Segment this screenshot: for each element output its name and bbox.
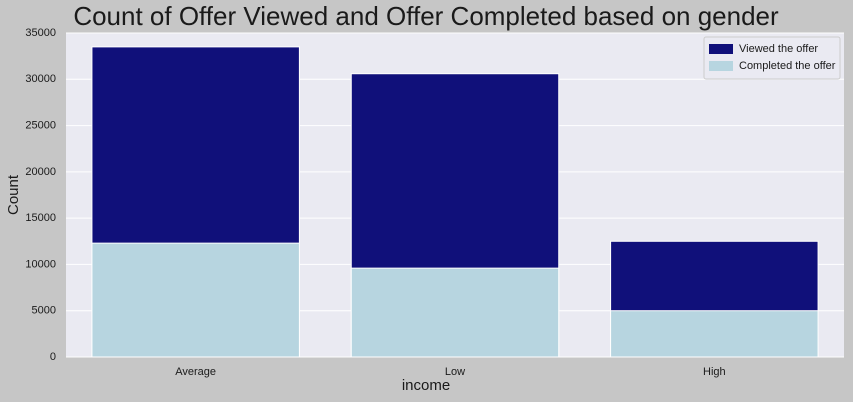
y-tick-label: 35000 — [25, 27, 56, 39]
legend-swatch — [709, 44, 733, 54]
y-tick-label: 15000 — [25, 212, 56, 224]
y-axis-label: Count — [5, 174, 22, 215]
legend-box — [703, 36, 841, 80]
bar — [350, 267, 560, 358]
chart-title: Count of Offer Viewed and Offer Complete… — [73, 1, 779, 31]
y-tick-label: 25000 — [25, 119, 56, 131]
x-tick-label: Low — [445, 366, 465, 378]
y-tick-label: 30000 — [25, 73, 56, 85]
legend-swatch — [709, 61, 733, 71]
x-tick-label: High — [703, 366, 726, 378]
bar — [610, 310, 819, 358]
y-tick-label: 20000 — [25, 166, 56, 178]
bar — [91, 242, 300, 358]
y-tick-label: 5000 — [32, 305, 56, 317]
y-tick-label: 10000 — [25, 258, 56, 270]
legend-label: Viewed the offer — [739, 43, 818, 55]
x-axis-label: income — [402, 377, 450, 394]
x-tick-label: Average — [175, 366, 216, 378]
y-tick-label: 0 — [50, 351, 56, 363]
legend-label: Completed the offer — [739, 60, 836, 72]
